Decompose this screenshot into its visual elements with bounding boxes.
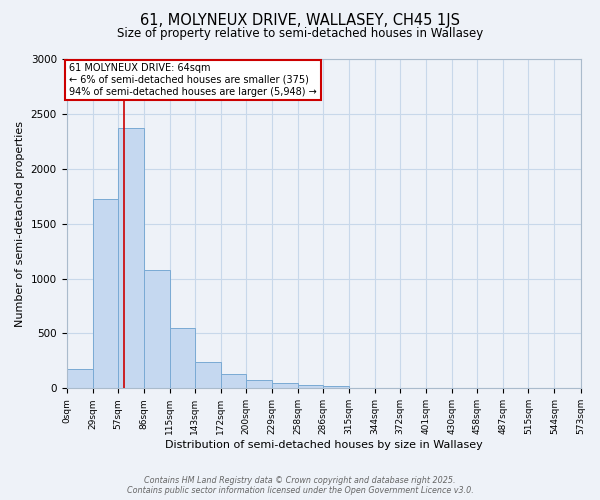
Text: Contains HM Land Registry data © Crown copyright and database right 2025.
Contai: Contains HM Land Registry data © Crown c…	[127, 476, 473, 495]
Y-axis label: Number of semi-detached properties: Number of semi-detached properties	[15, 120, 25, 326]
Bar	[195, 362, 221, 388]
Bar	[323, 386, 349, 388]
Bar	[143, 270, 170, 388]
Bar	[118, 128, 143, 388]
Text: Size of property relative to semi-detached houses in Wallasey: Size of property relative to semi-detach…	[117, 28, 483, 40]
Bar	[221, 374, 246, 388]
Bar	[67, 369, 92, 388]
X-axis label: Distribution of semi-detached houses by size in Wallasey: Distribution of semi-detached houses by …	[164, 440, 482, 450]
Bar	[170, 328, 195, 388]
Bar	[272, 383, 298, 388]
Bar	[298, 384, 323, 388]
Text: 61, MOLYNEUX DRIVE, WALLASEY, CH45 1JS: 61, MOLYNEUX DRIVE, WALLASEY, CH45 1JS	[140, 12, 460, 28]
Bar	[92, 199, 118, 388]
Text: 61 MOLYNEUX DRIVE: 64sqm
← 6% of semi-detached houses are smaller (375)
94% of s: 61 MOLYNEUX DRIVE: 64sqm ← 6% of semi-de…	[69, 64, 317, 96]
Bar	[246, 380, 272, 388]
